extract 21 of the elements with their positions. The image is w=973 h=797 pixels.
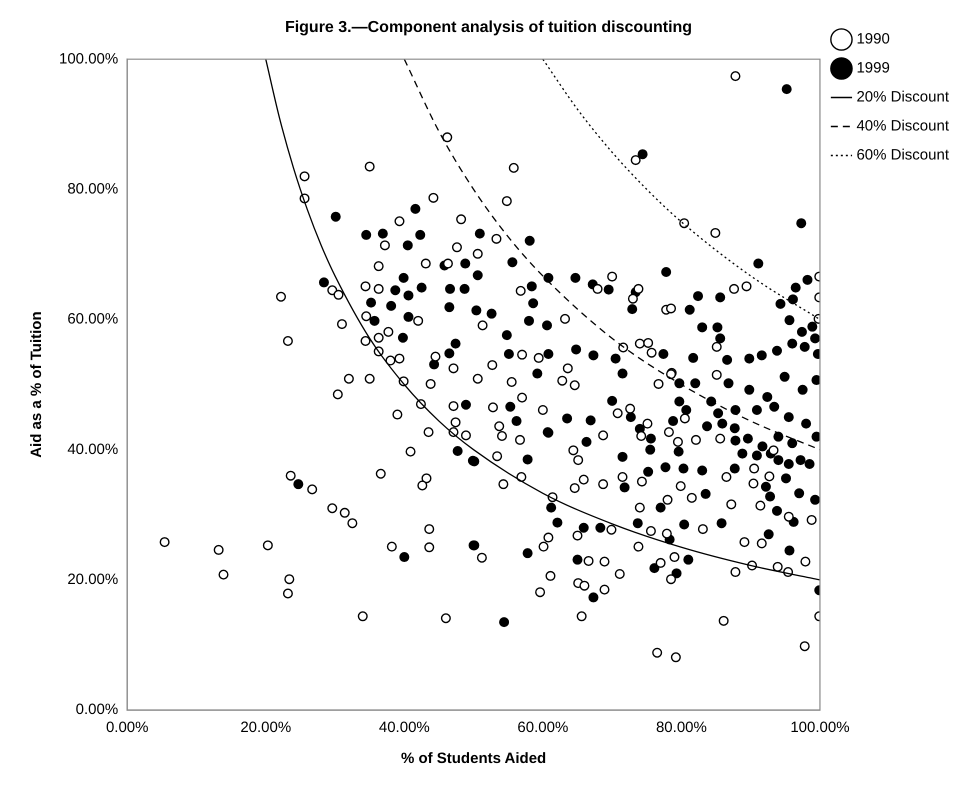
x-tick-label: 20.00% xyxy=(240,719,292,736)
y-tick-label: 80.00% xyxy=(67,180,118,198)
y-tick-label: 60.00% xyxy=(67,310,118,328)
line-series xyxy=(265,59,820,580)
legend-label: 60% Discount xyxy=(856,146,950,164)
y-tick-label: 20.00% xyxy=(67,570,118,588)
legend-label: 1990 xyxy=(856,30,890,48)
legend-label: 20% Discount xyxy=(856,88,950,106)
y-axis-title: Aid as a % of Tuition xyxy=(28,311,46,458)
y-tick-label: 0.00% xyxy=(76,701,118,718)
y-tick-label: 40.00% xyxy=(67,440,118,458)
chart-title: Figure 3.—Component analysis of tuition discounting xyxy=(284,19,692,36)
legend-label: 1999 xyxy=(856,60,890,77)
y-tick-label: 100.00% xyxy=(59,50,118,68)
x-tick-label: 60.00% xyxy=(517,719,568,736)
x-tick-label: 40.00% xyxy=(378,719,430,736)
x-tick-label: 0.00% xyxy=(106,719,148,736)
legend-label: 40% Discount xyxy=(856,118,950,135)
x-tick-label: 80.00% xyxy=(656,719,707,736)
x-axis-title: % of Students Aided xyxy=(400,750,546,768)
x-tick-label: 100.00% xyxy=(790,719,850,736)
